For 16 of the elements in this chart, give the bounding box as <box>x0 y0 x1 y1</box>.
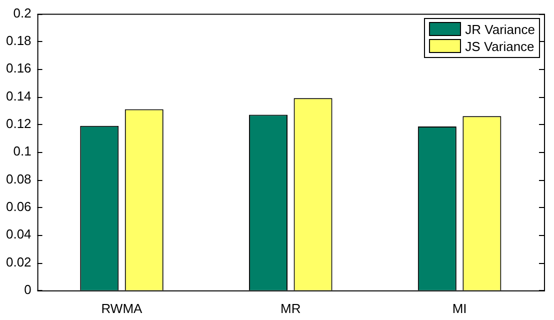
y-tick-label: 0.06 <box>6 199 32 214</box>
y-tick-label: 0.02 <box>6 254 32 270</box>
y-tick-label: 0.2 <box>13 5 32 20</box>
y-tick-label: 0.16 <box>6 60 32 76</box>
x-tick-label: RWMA <box>101 300 143 316</box>
y-tick-label: 0.08 <box>6 171 32 186</box>
y-tick-label: 0.12 <box>6 116 32 132</box>
legend-label: JR Variance <box>465 20 535 38</box>
y-tick-label: 0.18 <box>6 33 32 48</box>
x-tick-label: MR <box>280 300 301 316</box>
y-tick-label: 0.04 <box>6 226 32 242</box>
y-tick-label: 0.14 <box>6 88 32 104</box>
x-tick-label: MI <box>452 300 467 316</box>
legend-label: JS Variance <box>465 38 534 55</box>
y-tick-label: 0 <box>24 282 32 297</box>
y-tick-label: 0.1 <box>13 144 32 159</box>
